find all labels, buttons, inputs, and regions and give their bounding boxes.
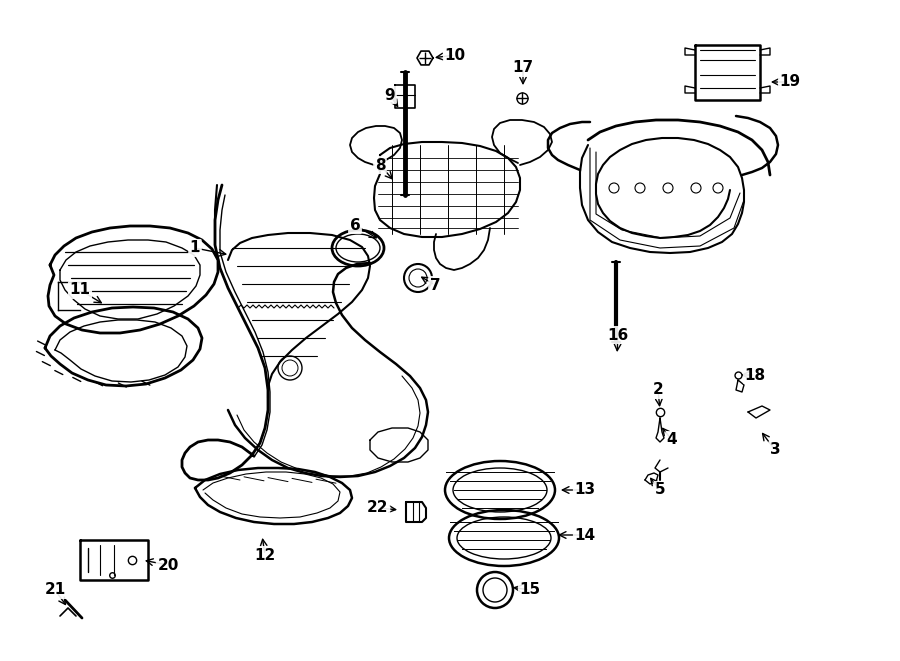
- Text: 22: 22: [367, 500, 389, 516]
- Text: 21: 21: [44, 582, 66, 598]
- Text: 14: 14: [574, 527, 596, 543]
- Text: 2: 2: [652, 383, 663, 397]
- Text: 9: 9: [384, 87, 395, 102]
- Text: 19: 19: [779, 75, 801, 89]
- Text: 18: 18: [744, 368, 766, 383]
- Text: 6: 6: [349, 217, 360, 233]
- Text: 8: 8: [374, 157, 385, 173]
- Text: 1: 1: [190, 241, 200, 256]
- Text: 16: 16: [608, 327, 628, 342]
- Text: 11: 11: [69, 282, 91, 297]
- Text: 20: 20: [158, 557, 179, 572]
- Text: 3: 3: [770, 442, 780, 457]
- Text: 13: 13: [574, 483, 596, 498]
- Text: 4: 4: [667, 432, 678, 447]
- Text: 7: 7: [429, 278, 440, 293]
- Text: 15: 15: [519, 582, 541, 598]
- Text: 10: 10: [445, 48, 465, 63]
- Text: 12: 12: [255, 547, 275, 563]
- Text: 5: 5: [654, 483, 665, 498]
- Text: 17: 17: [512, 61, 534, 75]
